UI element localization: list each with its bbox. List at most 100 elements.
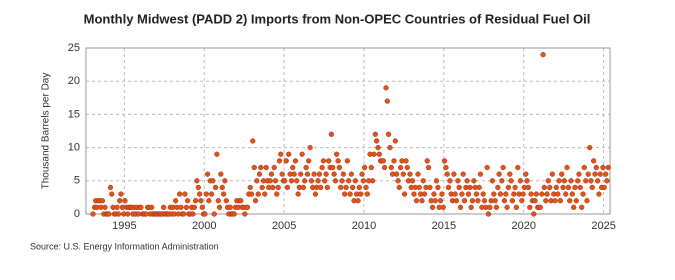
- data-point: [580, 191, 586, 197]
- y-tick-label: 0: [74, 208, 80, 220]
- data-point: [375, 144, 381, 151]
- data-point: [524, 178, 530, 184]
- data-point: [214, 151, 220, 157]
- data-point: [553, 184, 559, 191]
- x-tick-label: 2025: [591, 220, 615, 232]
- data-point: [263, 164, 269, 171]
- data-point: [575, 178, 581, 184]
- data-point: [415, 171, 421, 177]
- data-point: [291, 171, 297, 177]
- source-note: Source: U.S. Energy Information Administ…: [30, 241, 219, 251]
- y-tick-label: 25: [68, 42, 80, 54]
- chart-title: Monthly Midwest (PADD 2) Imports from No…: [84, 11, 591, 26]
- data-point: [259, 184, 265, 191]
- data-point: [475, 198, 481, 204]
- data-point: [271, 164, 277, 171]
- data-point: [533, 191, 540, 197]
- data-point: [109, 191, 115, 197]
- data-point: [371, 151, 377, 157]
- data-point: [425, 164, 432, 171]
- data-point: [596, 191, 602, 197]
- data-point: [184, 198, 191, 204]
- data-point: [349, 184, 356, 191]
- data-point: [338, 184, 344, 191]
- data-point: [206, 198, 212, 204]
- data-point: [387, 144, 393, 151]
- data-point: [507, 171, 513, 177]
- data-point: [328, 131, 335, 137]
- data-point: [487, 204, 493, 211]
- data-point: [242, 211, 248, 217]
- data-point: [149, 204, 155, 211]
- data-point: [569, 191, 575, 197]
- data-point: [223, 198, 229, 204]
- data-point: [284, 184, 291, 191]
- data-point: [424, 158, 430, 164]
- data-point: [315, 178, 321, 184]
- data-point: [107, 184, 114, 191]
- data-point: [292, 158, 299, 164]
- data-point: [420, 178, 426, 184]
- data-point: [295, 191, 301, 197]
- data-point: [513, 204, 520, 211]
- data-point: [383, 85, 389, 91]
- data-point: [547, 184, 553, 191]
- data-point: [361, 164, 368, 171]
- data-point: [571, 204, 577, 211]
- data-point: [396, 184, 402, 191]
- data-point: [360, 178, 366, 184]
- data-point: [573, 198, 579, 204]
- data-point: [308, 178, 315, 184]
- data-point: [195, 184, 201, 191]
- data-point: [192, 198, 199, 204]
- data-point: [300, 184, 307, 191]
- data-point: [444, 171, 450, 177]
- data-point: [564, 164, 570, 171]
- data-point: [512, 184, 518, 191]
- data-point: [583, 178, 589, 184]
- data-point: [306, 158, 312, 164]
- data-point: [210, 178, 216, 184]
- data-point: [520, 191, 526, 197]
- data-point: [541, 184, 547, 191]
- data-point: [208, 191, 215, 197]
- x-tick-label: 2020: [511, 220, 535, 232]
- data-point: [196, 191, 203, 197]
- data-point: [441, 158, 448, 164]
- data-point: [311, 171, 317, 177]
- data-point: [202, 211, 208, 217]
- data-point: [525, 184, 532, 191]
- data-point: [125, 211, 131, 217]
- data-point: [440, 204, 446, 211]
- y-tick-label: 15: [68, 108, 80, 120]
- data-point: [429, 204, 436, 211]
- data-point: [316, 171, 323, 177]
- data-point: [557, 198, 563, 204]
- data-point: [496, 171, 502, 177]
- data-point: [561, 178, 567, 184]
- data-point: [381, 164, 388, 171]
- data-point: [368, 164, 374, 171]
- data-point: [275, 184, 281, 191]
- data-point: [90, 211, 96, 217]
- data-point: [407, 171, 413, 177]
- data-point: [469, 198, 476, 204]
- data-point: [432, 198, 438, 204]
- data-point: [577, 184, 583, 191]
- data-point: [484, 164, 490, 171]
- data-point: [421, 191, 428, 197]
- data-point: [585, 171, 591, 177]
- data-point: [122, 198, 128, 204]
- data-point: [330, 164, 336, 171]
- x-tick-label: 2010: [352, 220, 376, 232]
- data-point: [401, 191, 408, 197]
- data-point: [588, 178, 594, 184]
- data-point: [455, 178, 461, 184]
- data-point: [307, 144, 313, 151]
- data-point: [335, 158, 341, 164]
- data-point: [348, 171, 355, 177]
- data-point: [409, 178, 416, 184]
- data-point: [419, 198, 425, 204]
- data-point: [517, 178, 524, 184]
